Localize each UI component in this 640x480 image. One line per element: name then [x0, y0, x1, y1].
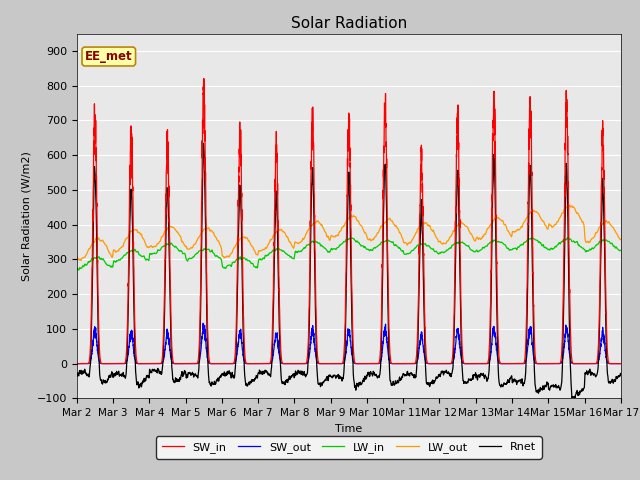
Rnet	[617, 372, 625, 378]
Text: EE_met: EE_met	[85, 50, 132, 63]
Rnet	[502, 382, 509, 387]
SW_in	[441, 361, 449, 367]
LW_in	[441, 249, 449, 255]
Line: SW_in: SW_in	[77, 79, 621, 364]
LW_out	[77, 258, 85, 264]
X-axis label: Time: Time	[335, 424, 362, 433]
Rnet	[571, 396, 579, 402]
LW_in	[502, 243, 509, 249]
Rnet	[329, 374, 337, 380]
LW_out	[73, 253, 81, 259]
LW_in	[75, 267, 83, 273]
SW_out	[199, 320, 207, 326]
SW_in	[617, 361, 625, 367]
SW_in	[200, 76, 207, 82]
Line: LW_in: LW_in	[77, 238, 621, 270]
SW_out	[502, 361, 509, 367]
Legend: SW_in, SW_out, LW_in, LW_out, Rnet: SW_in, SW_out, LW_in, LW_out, Rnet	[156, 436, 541, 458]
LW_in	[617, 247, 625, 253]
LW_in	[471, 249, 479, 255]
Rnet	[73, 373, 81, 379]
LW_out	[502, 222, 509, 228]
SW_out	[471, 361, 479, 367]
SW_out	[616, 361, 624, 367]
LW_in	[73, 265, 81, 271]
SW_out	[329, 361, 337, 367]
Line: Rnet: Rnet	[77, 143, 621, 399]
SW_in	[616, 361, 624, 367]
SW_in	[502, 361, 509, 367]
LW_out	[171, 226, 179, 232]
Rnet	[616, 371, 624, 376]
SW_in	[73, 361, 81, 367]
SW_in	[171, 361, 179, 367]
SW_out	[441, 361, 449, 367]
LW_in	[347, 235, 355, 240]
LW_in	[329, 247, 337, 252]
Y-axis label: Solar Radiation (W/m2): Solar Radiation (W/m2)	[21, 151, 31, 281]
SW_in	[329, 361, 337, 367]
LW_out	[566, 203, 573, 208]
Rnet	[200, 140, 207, 146]
SW_in	[471, 361, 479, 367]
LW_in	[616, 248, 624, 253]
SW_out	[171, 361, 179, 367]
LW_out	[616, 237, 624, 242]
LW_out	[471, 238, 479, 243]
Title: Solar Radiation: Solar Radiation	[291, 16, 407, 31]
LW_out	[617, 237, 625, 242]
Line: SW_out: SW_out	[77, 323, 621, 364]
SW_out	[73, 361, 81, 367]
LW_out	[441, 240, 449, 246]
Rnet	[441, 370, 449, 376]
Rnet	[171, 379, 179, 384]
LW_out	[329, 233, 337, 239]
LW_in	[171, 244, 179, 250]
Rnet	[471, 372, 479, 378]
SW_out	[617, 361, 625, 367]
Line: LW_out: LW_out	[77, 205, 621, 261]
